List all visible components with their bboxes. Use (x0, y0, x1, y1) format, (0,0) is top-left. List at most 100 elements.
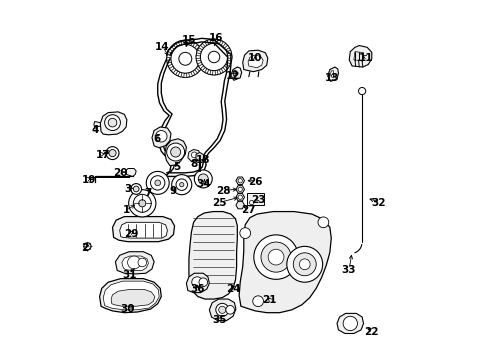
Polygon shape (120, 222, 167, 238)
Polygon shape (125, 168, 136, 176)
Polygon shape (183, 73, 186, 77)
Text: 31: 31 (122, 270, 137, 280)
Polygon shape (235, 186, 244, 193)
Circle shape (171, 175, 191, 195)
Bar (247, 193, 263, 205)
Text: 26: 26 (247, 177, 262, 187)
Polygon shape (192, 70, 197, 75)
Polygon shape (196, 47, 201, 51)
Text: 28: 28 (215, 186, 230, 196)
Polygon shape (152, 127, 171, 148)
Polygon shape (239, 212, 330, 313)
Circle shape (166, 40, 203, 77)
Text: 36: 36 (190, 284, 204, 294)
Text: 29: 29 (124, 229, 139, 239)
Polygon shape (202, 67, 206, 72)
Polygon shape (178, 72, 182, 77)
Text: 1: 1 (122, 206, 129, 216)
Circle shape (199, 278, 207, 287)
Polygon shape (217, 40, 221, 44)
Polygon shape (198, 45, 203, 50)
Circle shape (238, 187, 242, 192)
Circle shape (176, 179, 187, 190)
Polygon shape (169, 66, 174, 71)
Circle shape (317, 217, 328, 228)
Text: 24: 24 (226, 284, 241, 294)
Polygon shape (198, 62, 203, 66)
Circle shape (146, 171, 169, 194)
Polygon shape (100, 112, 126, 135)
Polygon shape (330, 71, 333, 78)
Polygon shape (188, 212, 237, 299)
Polygon shape (336, 314, 363, 333)
Text: 21: 21 (262, 295, 276, 305)
Circle shape (155, 180, 160, 186)
Circle shape (170, 147, 180, 157)
Polygon shape (188, 72, 192, 77)
Polygon shape (207, 40, 210, 44)
Circle shape (155, 131, 167, 142)
Polygon shape (348, 45, 371, 67)
Polygon shape (196, 66, 201, 71)
Text: 19: 19 (81, 175, 96, 185)
Circle shape (133, 186, 139, 192)
Text: 5: 5 (172, 162, 180, 172)
Circle shape (138, 258, 146, 267)
Polygon shape (235, 201, 244, 209)
Polygon shape (178, 41, 182, 46)
Text: 32: 32 (371, 198, 386, 208)
Polygon shape (187, 149, 201, 161)
Circle shape (191, 277, 202, 288)
Polygon shape (230, 67, 241, 80)
Text: 22: 22 (364, 327, 378, 337)
Circle shape (179, 183, 183, 187)
Circle shape (286, 246, 322, 282)
Circle shape (198, 174, 208, 184)
Text: 20: 20 (113, 168, 128, 178)
Polygon shape (196, 50, 201, 54)
Polygon shape (122, 256, 148, 270)
Text: 30: 30 (121, 304, 135, 314)
Polygon shape (192, 43, 197, 48)
Circle shape (83, 243, 91, 250)
Circle shape (358, 87, 365, 95)
Circle shape (196, 39, 231, 75)
Text: 14: 14 (154, 42, 169, 52)
Circle shape (150, 176, 164, 190)
Polygon shape (217, 69, 221, 75)
Polygon shape (221, 42, 225, 47)
Polygon shape (166, 57, 171, 60)
Polygon shape (103, 281, 159, 310)
Polygon shape (186, 273, 209, 293)
Circle shape (171, 44, 199, 73)
Text: 25: 25 (212, 198, 226, 208)
Polygon shape (207, 69, 210, 75)
Polygon shape (173, 70, 178, 75)
Text: 8: 8 (190, 159, 198, 169)
Text: 7: 7 (143, 188, 151, 198)
Text: 12: 12 (225, 71, 240, 81)
Circle shape (194, 170, 212, 188)
Polygon shape (209, 299, 235, 320)
Circle shape (109, 149, 116, 157)
Text: 11: 11 (359, 53, 373, 63)
Polygon shape (115, 252, 154, 274)
Circle shape (131, 184, 142, 194)
Text: 15: 15 (182, 35, 196, 45)
Circle shape (267, 249, 284, 265)
Circle shape (343, 316, 357, 330)
Text: 17: 17 (95, 150, 110, 160)
Text: 35: 35 (212, 315, 226, 325)
Polygon shape (221, 67, 225, 72)
Text: 6: 6 (153, 134, 160, 144)
Text: 3: 3 (124, 184, 131, 194)
Polygon shape (235, 193, 244, 201)
Polygon shape (212, 39, 215, 44)
Polygon shape (169, 47, 174, 51)
Polygon shape (226, 50, 231, 54)
Polygon shape (198, 51, 203, 55)
Circle shape (238, 195, 242, 199)
Polygon shape (353, 51, 363, 61)
Polygon shape (226, 60, 231, 64)
Polygon shape (242, 50, 267, 72)
